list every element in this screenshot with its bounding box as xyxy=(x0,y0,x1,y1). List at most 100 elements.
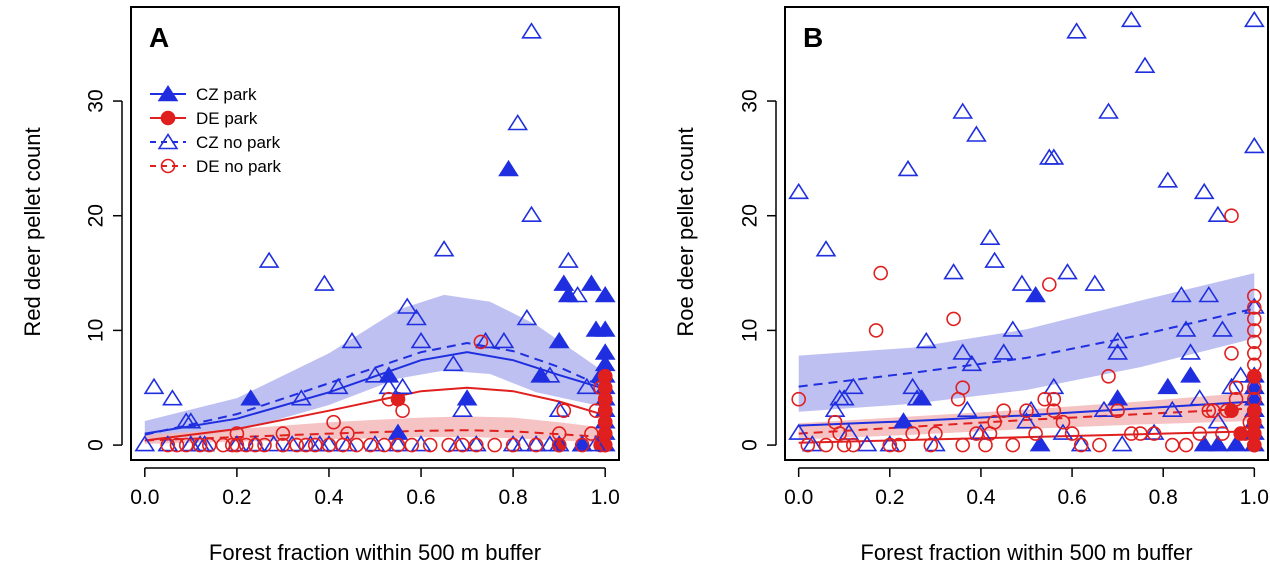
data-point xyxy=(1192,426,1207,441)
data-point xyxy=(521,22,542,39)
data-point xyxy=(1224,345,1239,361)
data-point xyxy=(1073,437,1089,453)
data-point xyxy=(1107,389,1129,406)
data-point xyxy=(392,377,413,395)
data-point xyxy=(180,412,202,429)
data-point xyxy=(1093,400,1115,418)
data-point xyxy=(882,437,898,453)
data-point xyxy=(1230,366,1252,383)
legend-label: CZ no park xyxy=(196,133,281,152)
x-tick-label: 0.0 xyxy=(130,486,159,509)
data-point xyxy=(833,389,855,406)
y-tick-label: 0 xyxy=(739,439,762,451)
data-point xyxy=(178,437,194,453)
data-point xyxy=(815,240,837,257)
data-point xyxy=(229,437,245,453)
data-point xyxy=(327,377,349,395)
data-point xyxy=(433,240,455,257)
data-point xyxy=(257,437,272,453)
data-point xyxy=(298,437,314,453)
data-point xyxy=(1037,391,1052,407)
data-point xyxy=(229,426,245,441)
data-point xyxy=(422,437,438,453)
data-point xyxy=(928,426,943,441)
data-point xyxy=(1157,377,1179,395)
x-tick-label: 0.4 xyxy=(966,486,996,509)
data-point xyxy=(996,403,1012,419)
data-point xyxy=(567,286,588,303)
panel-a-x-axis: 0.0 0.2 0.4 0.6 0.8 1.0 xyxy=(130,467,620,509)
panel-a-plot-frame xyxy=(130,6,620,461)
data-point xyxy=(1198,286,1220,303)
data-point xyxy=(961,354,983,372)
data-point xyxy=(1101,368,1116,384)
fit-line xyxy=(798,400,1255,427)
panel-b-y-axis-label: Roe deer pellet count xyxy=(673,127,698,336)
data-point xyxy=(1247,368,1262,384)
legend: CZ park DE park CZ no park DE no park xyxy=(150,85,282,176)
data-point xyxy=(818,437,834,453)
data-point xyxy=(1124,426,1139,441)
data-point xyxy=(502,435,524,452)
panel-a-y-axis: 0 10 20 30 xyxy=(85,89,123,451)
data-point xyxy=(1243,10,1265,28)
data-point xyxy=(528,437,544,453)
data-point xyxy=(1175,320,1197,337)
data-point xyxy=(1046,403,1062,419)
data-point xyxy=(576,377,598,395)
data-point xyxy=(516,308,538,326)
y-tick-label: 10 xyxy=(85,319,108,342)
data-point xyxy=(979,228,1001,245)
data-point xyxy=(493,331,515,349)
data-point xyxy=(340,426,355,441)
data-point xyxy=(248,437,263,453)
data-point xyxy=(160,437,176,453)
data-point xyxy=(838,423,860,440)
data-point xyxy=(915,331,937,349)
data-point xyxy=(1189,389,1211,406)
data-point xyxy=(1247,323,1262,338)
y-tick-label: 30 xyxy=(85,89,108,112)
data-point xyxy=(873,265,889,281)
data-point xyxy=(290,389,312,406)
data-point xyxy=(1057,263,1078,280)
legend-marker xyxy=(160,110,176,126)
legend-item-cz-park: CZ park xyxy=(150,85,257,104)
data-point xyxy=(381,391,397,407)
data-point xyxy=(1247,437,1262,453)
data-point xyxy=(1157,171,1179,188)
data-point xyxy=(956,400,978,418)
data-point xyxy=(788,182,810,200)
data-point xyxy=(906,389,928,406)
data-point xyxy=(456,389,478,406)
data-point xyxy=(1043,148,1065,165)
y-tick-label: 20 xyxy=(739,204,762,227)
panel-a-letter: A xyxy=(149,22,169,53)
x-tick-label: 0.0 xyxy=(784,486,813,509)
data-point xyxy=(984,251,1005,268)
data-point xyxy=(1247,311,1262,327)
data-point xyxy=(1247,380,1262,396)
data-point xyxy=(1201,403,1217,419)
data-point xyxy=(1180,366,1201,383)
x-tick-label: 0.8 xyxy=(1149,486,1178,509)
data-point xyxy=(1247,403,1262,419)
data-point xyxy=(585,435,607,452)
data-point xyxy=(551,437,567,453)
panel-b-letter: B xyxy=(803,22,823,53)
legend-label: DE no park xyxy=(196,157,282,176)
panel-a-y-axis-label: Red deer pellet count xyxy=(20,127,45,336)
data-point xyxy=(363,437,378,453)
data-point xyxy=(364,366,386,383)
data-point xyxy=(597,437,613,453)
legend-item-de-park: DE park xyxy=(150,109,258,128)
data-point xyxy=(192,437,208,453)
data-point xyxy=(1111,435,1133,452)
data-point xyxy=(1005,437,1021,453)
panel-a-data-points xyxy=(134,22,616,453)
data-point xyxy=(1247,357,1262,373)
panel-a: 0.0 0.2 0.4 0.6 0.8 1.0 0 10 20 30 A Forest frac… xyxy=(20,6,620,565)
data-point xyxy=(1143,423,1165,440)
data-point xyxy=(134,435,156,452)
data-point xyxy=(588,403,604,419)
